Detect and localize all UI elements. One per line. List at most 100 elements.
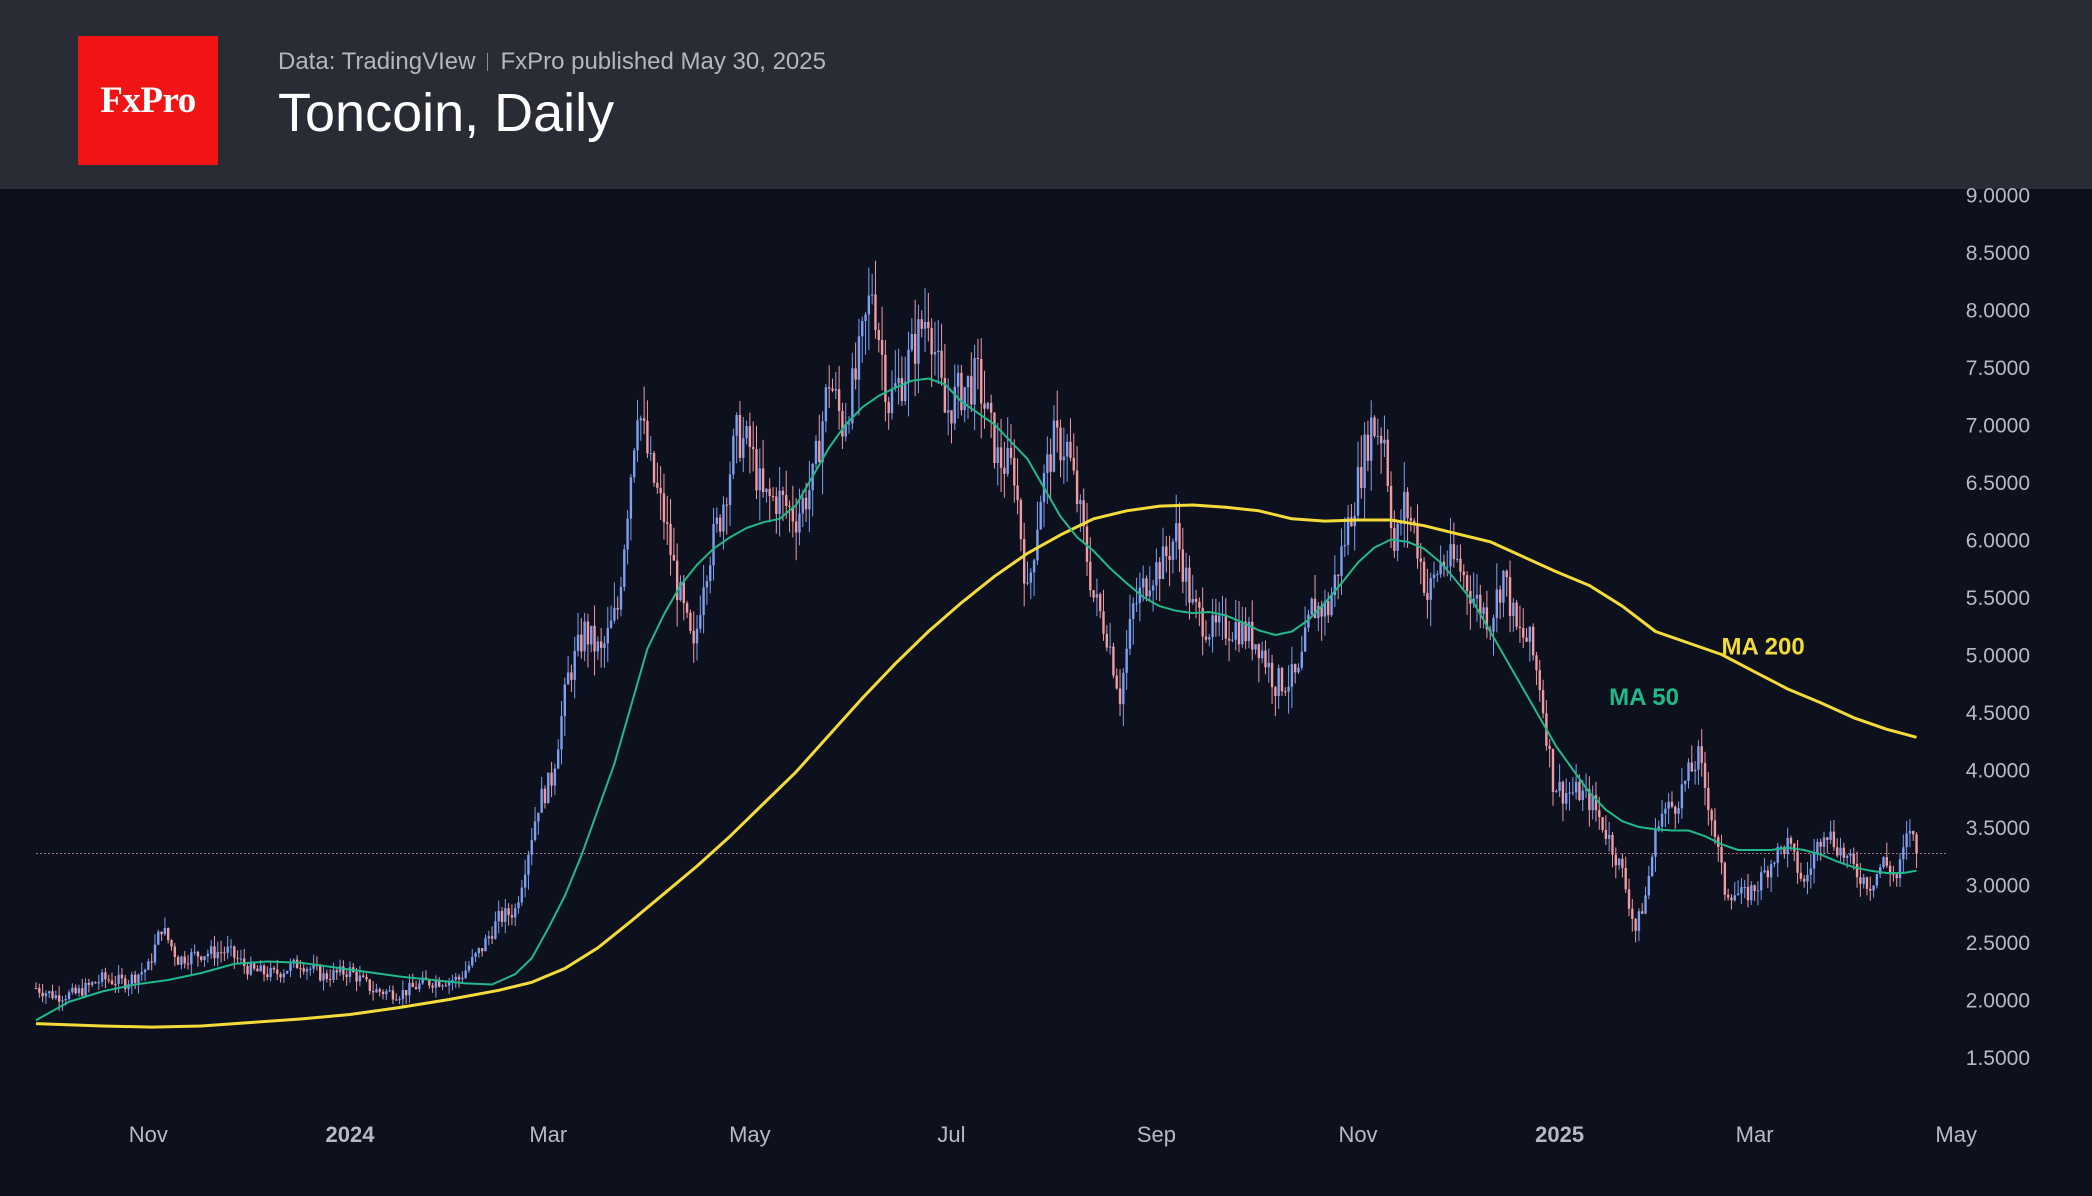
candle-body bbox=[345, 974, 348, 977]
candle bbox=[626, 510, 629, 565]
candle-body bbox=[408, 982, 411, 996]
candle-body bbox=[259, 965, 262, 972]
candle-body bbox=[44, 993, 48, 997]
candle bbox=[768, 478, 771, 523]
candle bbox=[1634, 917, 1637, 943]
candle-body bbox=[1432, 574, 1436, 579]
candle bbox=[976, 338, 980, 390]
candle-body bbox=[682, 582, 685, 604]
candle-body bbox=[1059, 427, 1062, 461]
candle bbox=[167, 927, 170, 944]
candle bbox=[1429, 572, 1432, 627]
candle-body bbox=[867, 295, 871, 315]
candle bbox=[1303, 606, 1307, 652]
candle bbox=[854, 342, 857, 390]
candle-body bbox=[1703, 762, 1707, 788]
candle bbox=[1644, 886, 1647, 915]
candle bbox=[1584, 773, 1588, 798]
candle-body bbox=[1723, 862, 1727, 895]
candle bbox=[619, 576, 623, 617]
candle-body bbox=[1779, 846, 1783, 848]
candle bbox=[689, 609, 692, 634]
candle bbox=[1194, 589, 1198, 619]
candle bbox=[1756, 881, 1760, 906]
candle-body bbox=[120, 974, 124, 979]
candle bbox=[1485, 590, 1489, 639]
candle bbox=[216, 941, 219, 967]
source-line: Data: TradingVIew FxPro published May 30… bbox=[278, 48, 826, 76]
candle-body bbox=[1145, 578, 1148, 597]
candle bbox=[1561, 780, 1565, 822]
candle bbox=[1260, 641, 1264, 664]
candle bbox=[1069, 418, 1072, 462]
candle-body bbox=[1214, 615, 1218, 623]
candle-body bbox=[1551, 748, 1555, 792]
candle-body bbox=[1158, 562, 1161, 580]
candle bbox=[84, 978, 87, 999]
candle bbox=[1713, 808, 1717, 845]
ma200-group bbox=[35, 503, 1917, 1029]
candle bbox=[457, 974, 461, 988]
candle bbox=[1158, 557, 1161, 602]
candle-body bbox=[173, 946, 177, 957]
candle-body bbox=[312, 964, 315, 969]
candle-body bbox=[1485, 607, 1489, 630]
candle-body bbox=[699, 615, 702, 629]
candle-body bbox=[1151, 585, 1155, 591]
candle-body bbox=[1505, 570, 1508, 578]
candle-body bbox=[1773, 862, 1776, 865]
candle bbox=[127, 979, 130, 997]
candle-body bbox=[633, 450, 636, 478]
candle-body bbox=[163, 928, 167, 935]
candle-body bbox=[1436, 574, 1439, 576]
candle bbox=[1690, 745, 1694, 772]
candle bbox=[1366, 420, 1370, 472]
candle bbox=[623, 544, 626, 592]
candle bbox=[1313, 574, 1317, 619]
candle bbox=[609, 605, 613, 629]
candle-body bbox=[837, 389, 841, 412]
candle-body bbox=[798, 513, 801, 533]
candle-body bbox=[870, 294, 874, 296]
candle-body bbox=[1247, 621, 1251, 642]
candle-body bbox=[1346, 517, 1350, 545]
candle-body bbox=[454, 976, 457, 981]
candle-body bbox=[1303, 627, 1307, 652]
candle bbox=[1624, 856, 1627, 893]
candle-body bbox=[150, 961, 153, 963]
candle-body bbox=[844, 424, 847, 437]
candle bbox=[692, 611, 695, 663]
candle bbox=[656, 462, 659, 494]
candle-body bbox=[451, 980, 454, 982]
candle bbox=[616, 596, 619, 620]
candle-body bbox=[1082, 500, 1085, 527]
candle bbox=[41, 983, 44, 1003]
candle-body bbox=[689, 612, 692, 631]
candle bbox=[315, 956, 319, 971]
candle-body bbox=[1452, 544, 1456, 560]
candle bbox=[1736, 880, 1740, 896]
candle bbox=[738, 401, 742, 462]
candle-body bbox=[1852, 853, 1855, 864]
x-axis: Nov 2024 Mar May Jul Sep Nov 2025 Mar May bbox=[129, 1122, 1977, 1147]
candle-body bbox=[1888, 865, 1892, 875]
candle bbox=[828, 365, 831, 408]
candle-body bbox=[404, 990, 408, 996]
candle bbox=[147, 958, 150, 971]
candle bbox=[778, 467, 781, 537]
candle bbox=[1254, 644, 1257, 655]
candle-body bbox=[1799, 872, 1803, 879]
candle-body bbox=[725, 504, 728, 506]
candle-body bbox=[1455, 558, 1459, 560]
candle-body bbox=[1607, 834, 1611, 839]
candle-body bbox=[712, 523, 715, 566]
candle bbox=[226, 936, 229, 960]
candle bbox=[1188, 555, 1191, 620]
candle bbox=[1379, 427, 1383, 474]
candle-body bbox=[1178, 523, 1181, 550]
candle bbox=[821, 411, 824, 495]
candle-body bbox=[950, 410, 953, 424]
candle bbox=[1115, 668, 1118, 690]
candle-body bbox=[775, 496, 778, 514]
candle bbox=[183, 951, 186, 969]
